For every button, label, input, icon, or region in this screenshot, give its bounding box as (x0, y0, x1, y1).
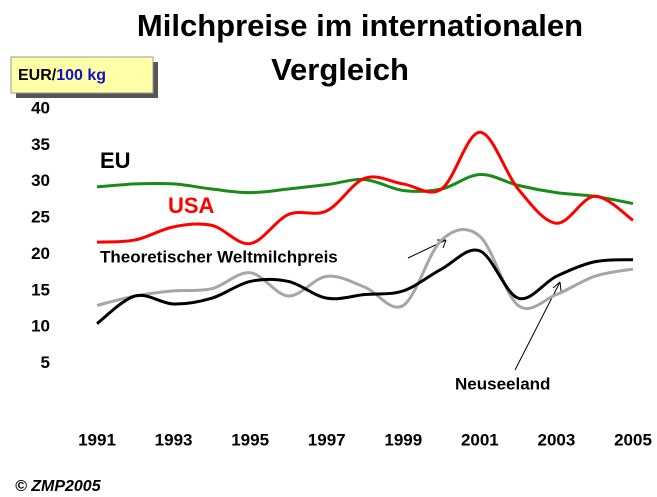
unit-part: 100 kg (56, 67, 106, 84)
unit-box (10, 56, 154, 94)
series-line (96, 248, 634, 325)
x-tick-label: 1997 (308, 430, 346, 449)
x-tick-label: 2003 (538, 430, 576, 449)
unit-label: EUR/100 kg (18, 67, 106, 84)
x-tick-label: 1993 (155, 430, 193, 449)
y-tick-label: 40 (31, 98, 50, 117)
y-tick-label: 35 (31, 135, 50, 154)
series-label: Theoretischer Weltmilchpreis (100, 247, 338, 266)
source: © ZMP2005 (15, 478, 102, 495)
series-label: USA (168, 193, 215, 218)
y-tick-label: 10 (31, 317, 50, 336)
x-tick-label: 2001 (461, 430, 499, 449)
annotation-arrow-head (552, 281, 562, 292)
series-label: EU (100, 148, 131, 173)
y-tick-label: 15 (31, 280, 50, 299)
y-tick-label: 20 (31, 244, 50, 263)
chart-title: Milchpreise im internationalen (137, 8, 583, 43)
x-tick-label: 1991 (78, 430, 116, 449)
x-tick-label: 1999 (384, 430, 422, 449)
y-tick-label: 5 (41, 353, 50, 372)
y-tick-label: 25 (31, 208, 50, 227)
chart-title: Vergleich (271, 52, 409, 87)
x-tick-label: 1995 (231, 430, 269, 449)
y-tick-label: 30 (31, 171, 50, 190)
x-tick-label: 2005 (614, 430, 652, 449)
series-line (96, 130, 634, 246)
series-label: Neuseeland (455, 374, 550, 393)
series-line (96, 228, 634, 310)
unit-part: EUR/ (18, 67, 57, 84)
